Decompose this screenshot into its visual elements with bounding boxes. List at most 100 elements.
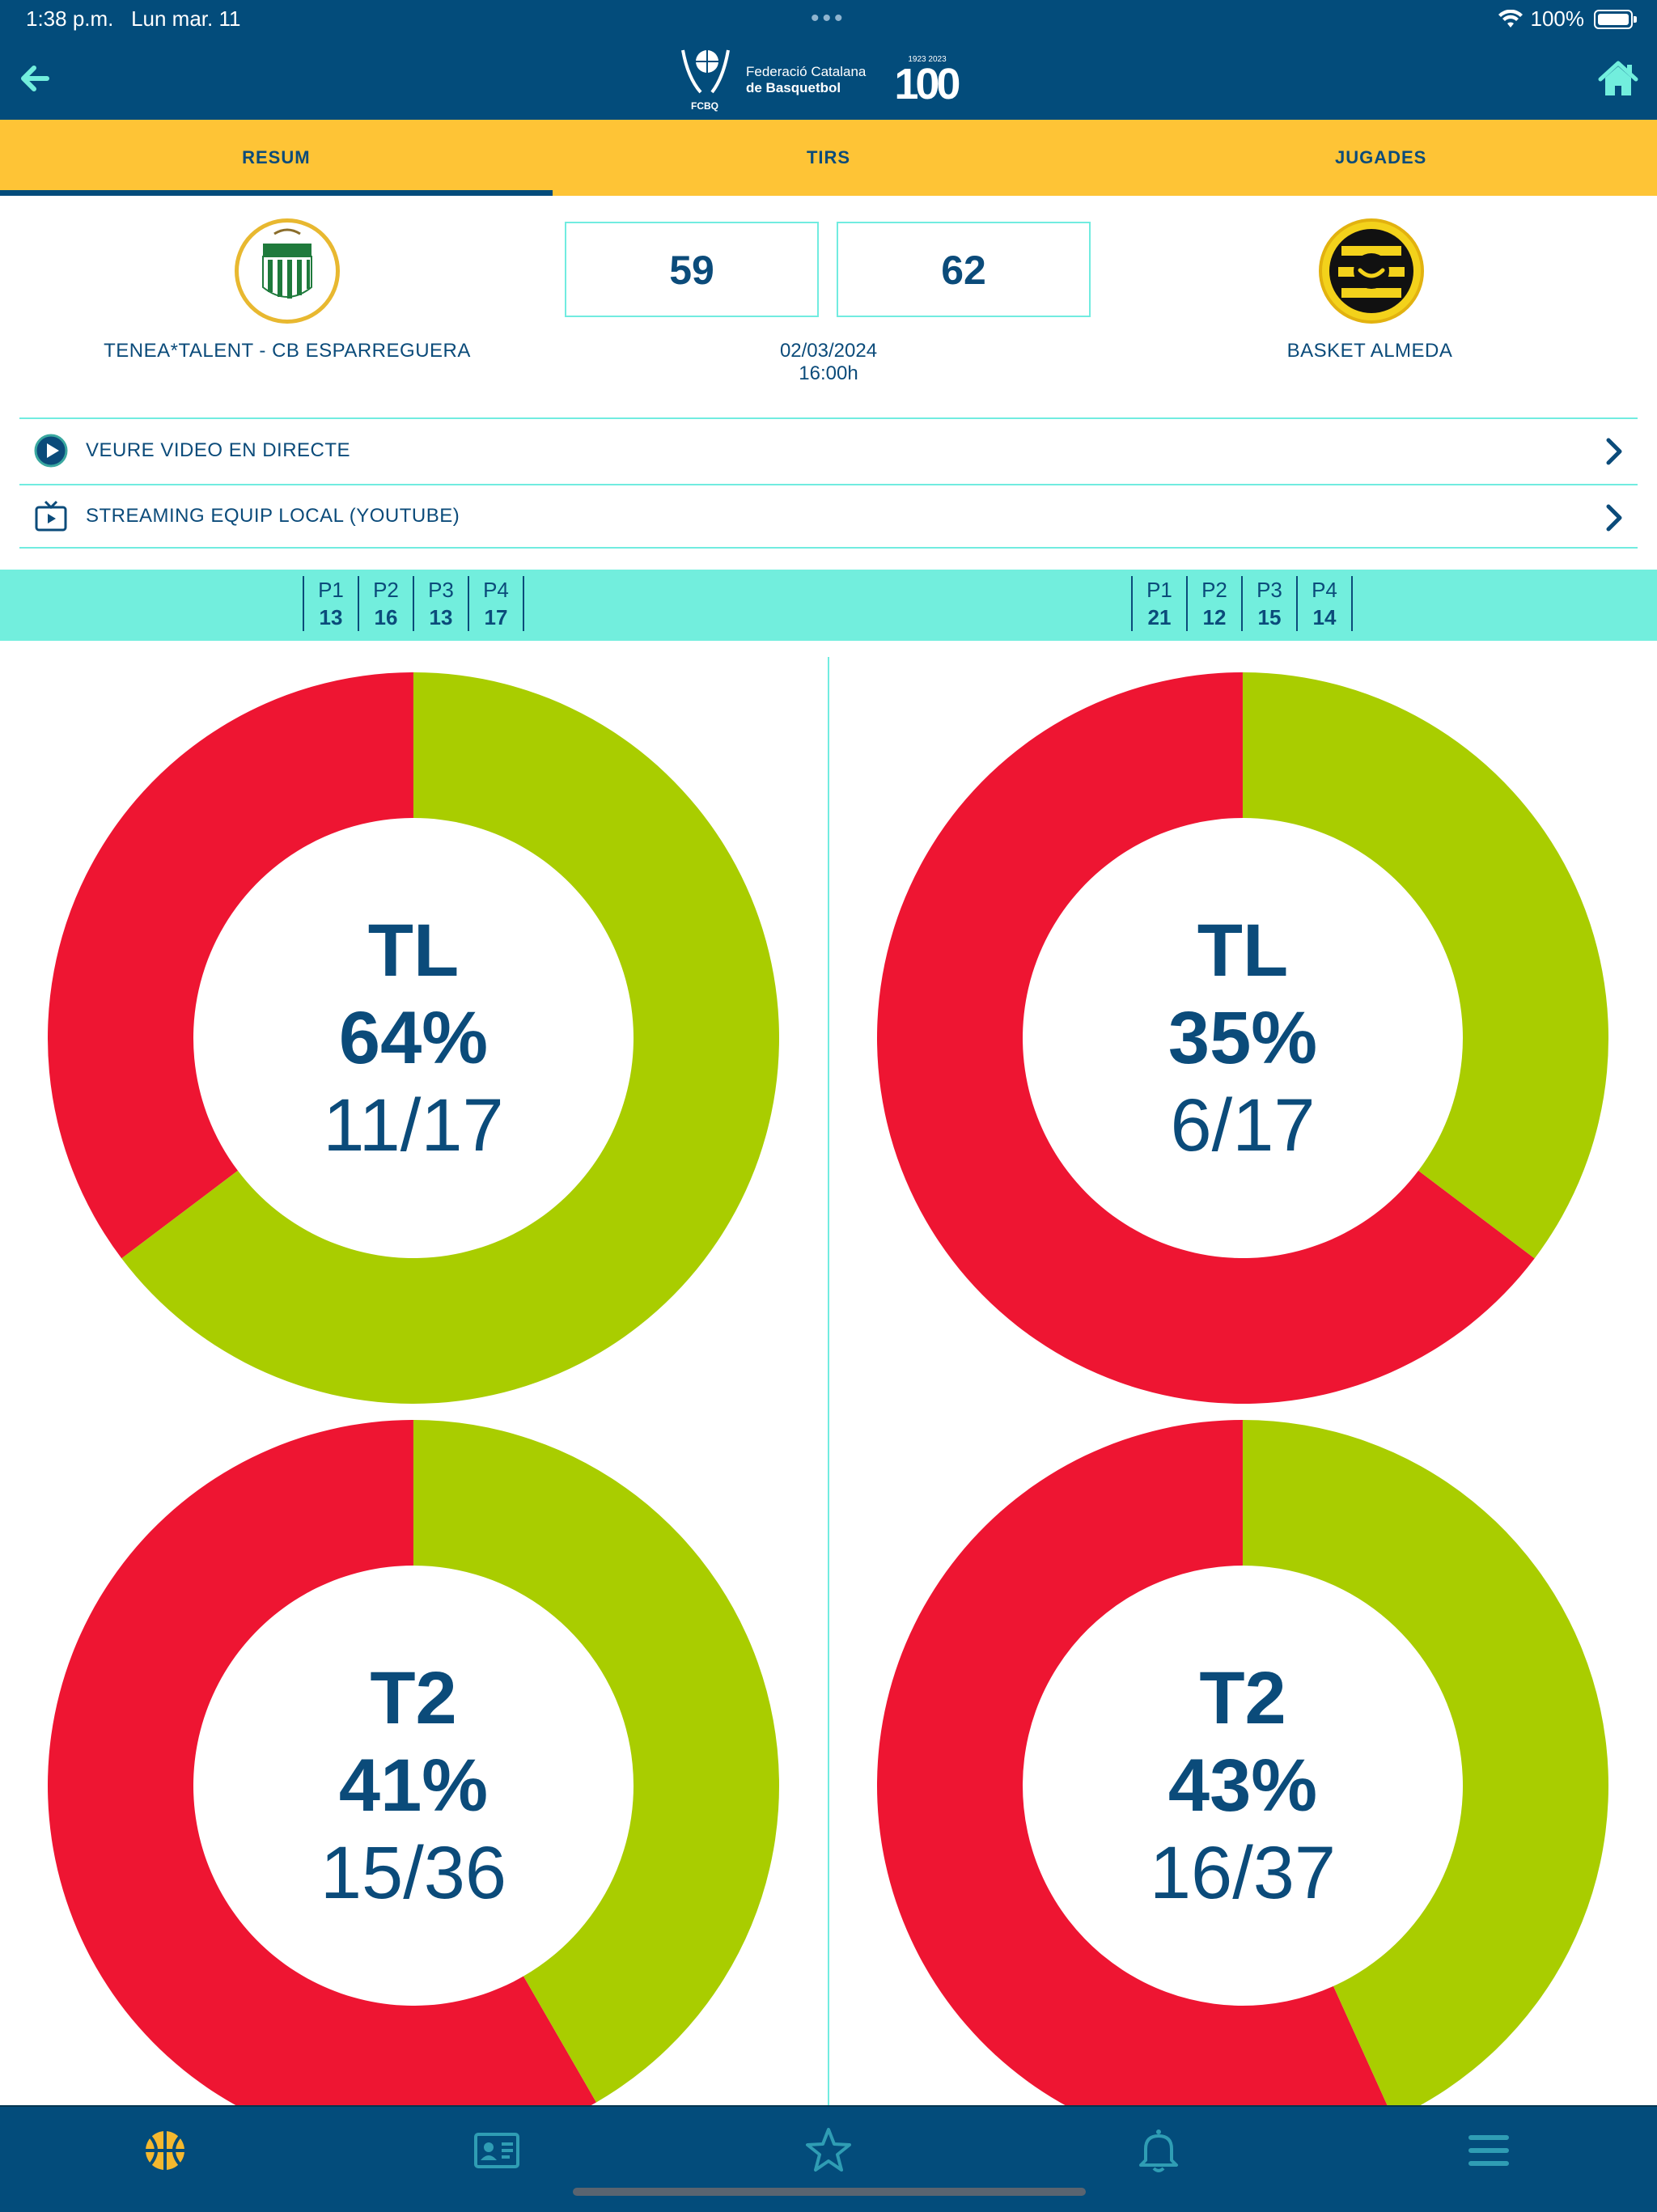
- home-period-scores: P1 13 P2 16 P3 13 P4 17: [303, 576, 524, 631]
- home-team-crest[interactable]: [235, 218, 340, 324]
- status-bar: 1:38 p.m. Lun mar. 11 ••• 100%: [0, 0, 1657, 40]
- away-score: 62: [837, 222, 1091, 317]
- battery-percent: 100%: [1530, 6, 1585, 31]
- donut-center: T2 43% 16/37: [877, 1420, 1608, 2151]
- chevron-right-icon: [1606, 504, 1622, 532]
- period-label: P4: [1312, 578, 1337, 602]
- away-team-name[interactable]: BASKET ALMEDA: [1286, 340, 1453, 362]
- period-value: 16: [374, 605, 398, 629]
- status-date: Lun mar. 11: [131, 6, 241, 31]
- match-time: 16:00h: [799, 362, 858, 384]
- away-team-crest[interactable]: [1319, 218, 1424, 324]
- shot-percentage: 35%: [1168, 997, 1318, 1079]
- fcbq-logo: FCBQ Federació Catalana de Basquetbol 19…: [680, 40, 971, 120]
- missed-shots-segment: [877, 1420, 1394, 2151]
- youtube-stream-link[interactable]: STREAMING EQUIP LOCAL (YOUTUBE): [19, 484, 1638, 549]
- shot-fraction: 16/37: [1149, 1832, 1337, 1914]
- donut-svg: [877, 1420, 1608, 2151]
- federation-name: Federació Catalana de Basquetbol: [746, 64, 866, 96]
- match-date: 02/03/2024: [779, 340, 878, 362]
- wifi-icon: [1498, 9, 1523, 28]
- play-circle-icon: [34, 434, 68, 468]
- federation-line2: de Basquetbol: [746, 80, 841, 95]
- nav-bar: FCBQ Federació Catalana de Basquetbol 19…: [0, 40, 1657, 120]
- shot-type-label: T2: [1199, 1657, 1286, 1740]
- clock-text: 1:38 p.m.: [26, 6, 114, 31]
- period-value: 21: [1147, 605, 1172, 629]
- period-value: 15: [1257, 605, 1282, 629]
- esparreguera-crest-icon: [262, 228, 312, 299]
- away-free-throws-donut: TL 35% 6/17: [877, 672, 1608, 1404]
- period-cell: P3 15: [1243, 576, 1298, 631]
- live-video-label: VEURE VIDEO EN DIRECTE: [86, 439, 351, 461]
- period-cell: P4 14: [1298, 576, 1353, 631]
- live-video-link[interactable]: VEURE VIDEO EN DIRECTE: [19, 417, 1638, 482]
- tab-resum[interactable]: RESUM: [0, 120, 553, 196]
- period-cell: P2 12: [1188, 576, 1243, 631]
- period-label: P4: [483, 578, 509, 602]
- centenary-text: 100: [894, 60, 960, 108]
- youtube-stream-label: STREAMING EQUIP LOCAL (YOUTUBE): [86, 505, 460, 527]
- shot-fraction: 6/17: [1170, 1084, 1316, 1167]
- bell-icon[interactable]: [1133, 2125, 1184, 2176]
- shot-type-label: TL: [1197, 909, 1289, 992]
- tv-play-icon: [35, 500, 67, 532]
- shot-fraction: 15/36: [320, 1832, 507, 1914]
- bottom-tab-bar: [0, 2105, 1657, 2212]
- home-indicator[interactable]: [573, 2188, 1086, 2196]
- period-cell: P2 16: [359, 576, 414, 631]
- battery-icon: [1594, 10, 1637, 29]
- column-divider: [828, 657, 829, 2105]
- id-card-icon[interactable]: [471, 2125, 523, 2176]
- period-label: P2: [1201, 578, 1227, 602]
- shot-percentage: 43%: [1168, 1744, 1318, 1827]
- period-label: P2: [373, 578, 399, 602]
- shot-type-label: T2: [370, 1657, 457, 1740]
- period-scores-bar: P1 13 P2 16 P3 13 P4 17 P1 21 P2 12 P3 15 P4 14: [0, 570, 1657, 641]
- home-two-pointers-donut: T2 41% 15/36: [48, 1420, 779, 2151]
- star-icon[interactable]: [803, 2125, 854, 2176]
- tab-jugades[interactable]: JUGADES: [1335, 147, 1427, 167]
- shot-percentage: 64%: [338, 997, 489, 1079]
- missed-shots-segment: [877, 672, 1535, 1404]
- donut-svg: [48, 1420, 779, 2151]
- period-label: P3: [1257, 578, 1282, 602]
- away-two-pointers-donut: T2 43% 16/37: [877, 1420, 1608, 2151]
- made-shots-segment: [1243, 672, 1608, 1259]
- period-cell: P4 17: [469, 576, 524, 631]
- basketball-icon[interactable]: [139, 2125, 191, 2176]
- fcbq-emblem: FCBQ: [680, 45, 731, 115]
- period-value: 12: [1202, 605, 1227, 629]
- tab-tirs[interactable]: TIRS: [806, 147, 851, 167]
- period-label: P1: [1146, 578, 1172, 602]
- period-value: 14: [1312, 605, 1337, 629]
- hamburger-icon[interactable]: [1463, 2125, 1515, 2176]
- centenary-years: 1923 2023: [908, 55, 947, 64]
- made-shots-segment: [121, 672, 779, 1404]
- missed-shots-segment: [48, 672, 413, 1259]
- home-score: 59: [565, 222, 819, 317]
- chevron-right-icon: [1606, 438, 1622, 465]
- multitasking-dots[interactable]: •••: [811, 5, 846, 32]
- centenary-logo: 1923 2023 100: [880, 52, 971, 108]
- tab-bar-top: RESUM TIRS JUGADES: [0, 120, 1657, 196]
- arrow-left-icon[interactable]: [15, 58, 55, 99]
- shot-type-label: TL: [367, 909, 460, 992]
- period-value: 13: [429, 605, 453, 629]
- made-shots-segment: [1243, 1420, 1608, 2119]
- match-datetime: 02/03/2024 16:00h: [707, 340, 950, 385]
- period-label: P1: [318, 578, 344, 602]
- status-right: 100%: [1498, 6, 1585, 32]
- period-label: P3: [428, 578, 454, 602]
- donut-svg: [48, 672, 779, 1404]
- made-shots-segment: [413, 1420, 779, 2103]
- fcbq-abbrev: FCBQ: [691, 100, 718, 112]
- almeda-crest-icon: [1329, 229, 1413, 313]
- donut-svg: [877, 672, 1608, 1404]
- federation-line1: Federació Catalana: [746, 64, 867, 79]
- away-period-scores: P1 21 P2 12 P3 15 P4 14: [1131, 576, 1353, 631]
- donut-center: T2 41% 15/36: [48, 1420, 779, 2151]
- house-icon[interactable]: [1596, 57, 1641, 102]
- donut-center: TL 35% 6/17: [877, 672, 1608, 1404]
- home-team-name[interactable]: TENEA*TALENT - CB ESPARREGUERA: [104, 340, 471, 362]
